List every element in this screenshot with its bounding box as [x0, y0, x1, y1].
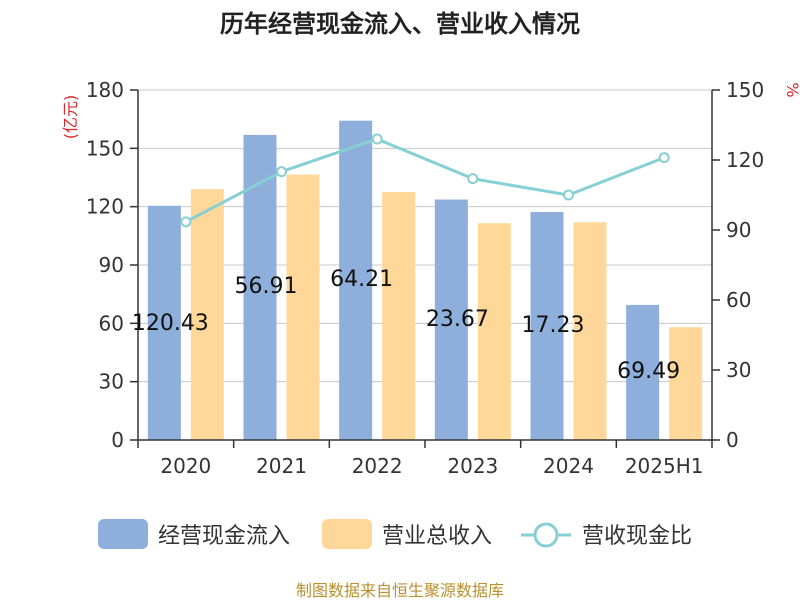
bar-cash-inflow	[626, 304, 660, 440]
legend-label-ratio: 营收现金比	[582, 524, 692, 549]
bar-revenue	[382, 192, 416, 440]
legend-label-revenue: 营业总收入	[382, 524, 492, 549]
data-label: 69.49	[617, 359, 680, 384]
bar-cash-inflow	[434, 199, 468, 440]
left-tick-label: 120	[86, 195, 124, 219]
line-series	[180, 133, 670, 228]
x-tick-label: 2024	[543, 454, 594, 478]
bar-cash-inflow	[339, 120, 373, 441]
legend-label-cash-inflow: 经营现金流入	[158, 524, 290, 549]
right-tick-label: 0	[726, 428, 739, 452]
bar-revenue	[190, 189, 224, 440]
data-label: 120.43	[132, 311, 209, 336]
left-tick-label: 60	[99, 311, 124, 335]
bar-revenue	[477, 223, 511, 440]
data-labels: 120.43 56.91 64.21 23.67 17.23 69.49	[132, 267, 680, 384]
line-point-ratio	[467, 173, 479, 185]
right-axis-unit: %	[783, 82, 800, 97]
data-label: 64.21	[330, 267, 393, 292]
line-point-ratio	[276, 166, 287, 178]
bar-cash-inflow	[243, 134, 277, 440]
right-tick-label: 90	[726, 218, 751, 242]
x-tick-label: 2022	[352, 454, 403, 478]
left-tick-label: 0	[111, 428, 124, 452]
legend: 经营现金流入 营业总收入 营收现金比	[98, 519, 692, 549]
bar-revenue	[573, 222, 607, 440]
x-tick-label: 2020	[160, 454, 211, 478]
left-tick-label: 30	[99, 370, 124, 394]
source-note: 制图数据来自恒生聚源数据库	[296, 581, 504, 600]
legend-swatch-cash-inflow	[98, 519, 148, 549]
line-point-ratio	[371, 133, 383, 145]
right-tick-label: 120	[726, 148, 764, 172]
bars	[147, 120, 703, 441]
x-tick-label: 2021	[256, 454, 307, 478]
bar-cash-inflow	[530, 212, 564, 440]
line-ratio	[185, 137, 665, 224]
data-label: 17.23	[522, 313, 585, 338]
grid	[138, 89, 712, 383]
bar-cash-inflow	[147, 205, 181, 440]
left-tick-label: 150	[86, 136, 124, 160]
legend-swatch-revenue	[322, 519, 372, 549]
right-tick-label: 30	[726, 358, 751, 382]
bar-revenue	[286, 174, 320, 441]
left-tick-label: 180	[86, 78, 124, 102]
bar-revenue	[669, 327, 703, 440]
left-tick-label: 90	[99, 253, 124, 277]
left-axis-unit: (亿元)	[61, 95, 80, 140]
x-tick-label: 2023	[447, 454, 498, 478]
line-point-ratio	[563, 189, 574, 201]
right-tick-label: 150	[726, 78, 764, 102]
x-tick-label: 2025H1	[625, 454, 704, 478]
chart-title: 历年经营现金流入、营业收入情况	[220, 10, 580, 38]
line-point-ratio	[180, 216, 192, 228]
right-tick-label: 60	[726, 288, 751, 312]
legend-marker-ratio	[533, 522, 559, 548]
axes: 0 30 60 90 120 150 180 0 30 60 90 120 150 2020 2021 202…	[86, 78, 764, 478]
data-label: 23.67	[426, 307, 489, 332]
line-point-ratio	[658, 152, 670, 164]
data-label: 56.91	[235, 274, 298, 299]
